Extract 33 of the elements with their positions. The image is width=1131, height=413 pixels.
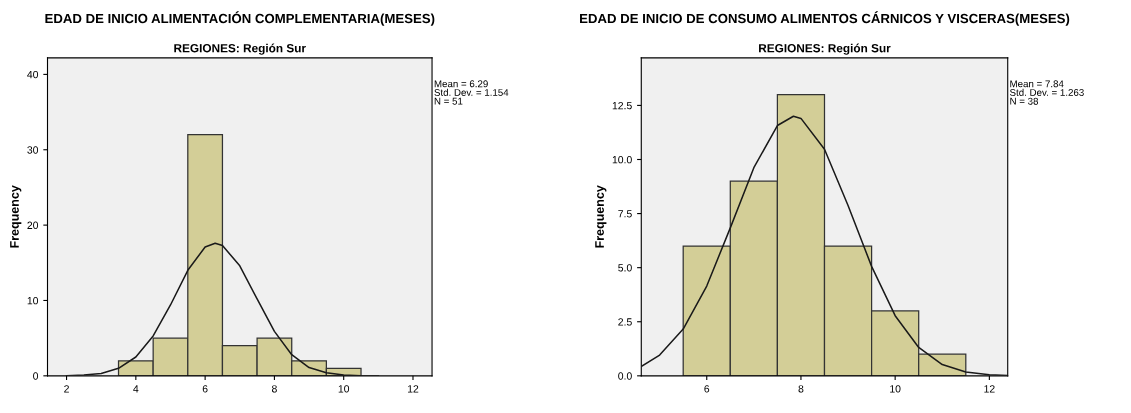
y-tick-label: 20 [27, 221, 39, 229]
y-tick-label: 0 [33, 372, 39, 380]
chart-subtitle: REGIONES: Región Sur [174, 43, 306, 55]
chart-title: EDAD DE INICIO DE CONSUMO ALIMENTOS CÁRNICOS Y VISCERAS(MESES) [580, 11, 1070, 26]
y-tick-label: 7.5 [618, 210, 632, 218]
x-tick-label: 10 [338, 385, 350, 393]
x-tick-label: 8 [271, 385, 277, 393]
y-tick-label: 2.5 [618, 318, 632, 326]
text: Mean = 6.29 [434, 80, 488, 88]
y-tick-label: 40 [27, 70, 39, 79]
y-tick-label: 10 [27, 296, 39, 305]
y-axis-title: Frequency [10, 185, 22, 248]
y-tick-label: 12.5 [612, 101, 632, 110]
text: N = 51 [434, 97, 463, 105]
y-tick-label: 10.0 [612, 156, 632, 164]
x-tick-label: 2 [64, 385, 69, 393]
x-tick-label: 12 [984, 385, 995, 393]
text: Std. Dev. = 1.263 [1010, 88, 1084, 96]
chart-title: EDAD DE INICIO ALIMENTACIÓN COMPLEMENTARIA(MESES) [45, 11, 435, 26]
text: Mean = 7.84 [1010, 80, 1064, 88]
x-tick-label: 6 [704, 385, 710, 393]
x-tick-label: 10 [890, 385, 901, 393]
x-tick-label: 12 [407, 385, 419, 393]
text: Std. Dev. = 1.154 [434, 88, 509, 96]
x-tick-label: 6 [202, 385, 208, 393]
y-tick-label: 30 [27, 146, 39, 154]
x-tick-label: 8 [798, 385, 804, 393]
chart-subtitle: REGIONES: Región Sur [759, 43, 891, 55]
y-tick-label: 0.0 [618, 372, 632, 380]
text: N = 38 [1010, 97, 1039, 105]
y-tick-label: 5.0 [618, 264, 632, 272]
x-tick-label: 4 [133, 385, 139, 393]
y-axis-title: Frequency [595, 185, 607, 248]
